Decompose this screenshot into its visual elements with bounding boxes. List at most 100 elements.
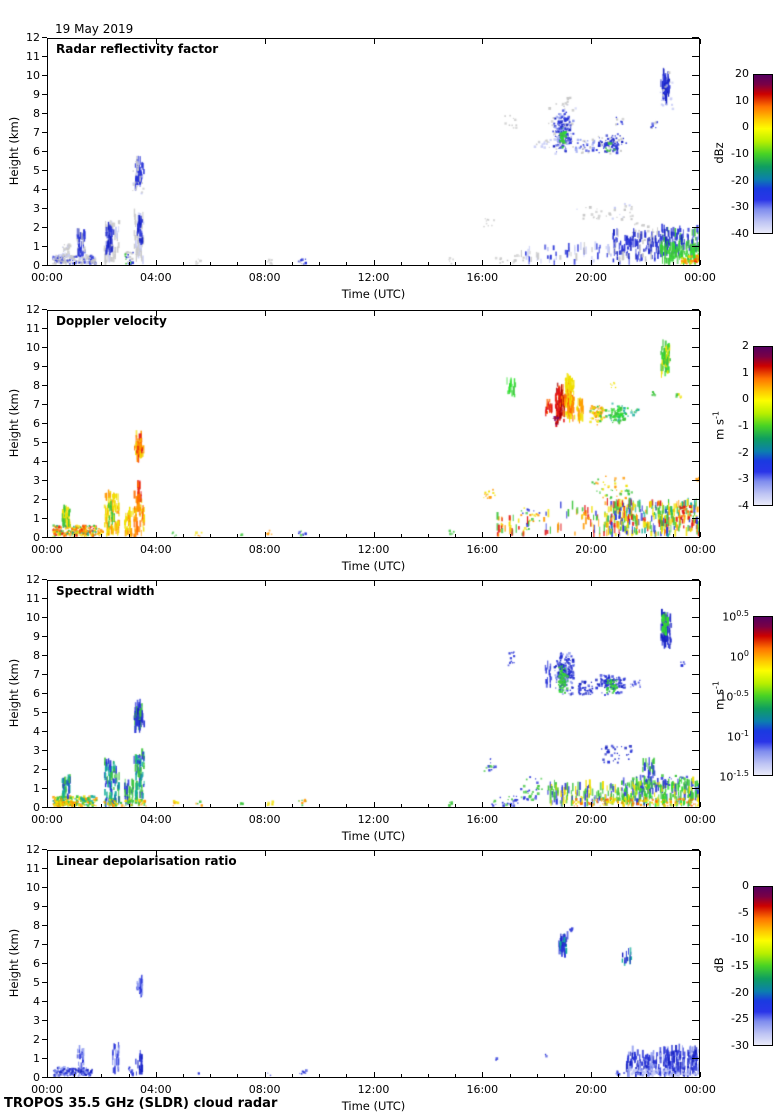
x-tick-bottom	[237, 534, 239, 537]
y-tick-right	[692, 982, 699, 983]
x-tick-bottom	[237, 1074, 239, 1077]
y-tick-label: 11	[26, 592, 40, 605]
y-tick-right	[692, 1001, 699, 1002]
x-tick-bottom	[400, 262, 402, 265]
x-tick-label: 20:00	[575, 543, 607, 556]
x-tick-label: 00:00	[31, 543, 63, 556]
y-tick-label: 4	[33, 995, 40, 1008]
y-tick-left	[42, 94, 47, 95]
x-tick-top	[47, 581, 48, 586]
y-tick-left	[42, 404, 47, 405]
y-tick-label: 3	[33, 744, 40, 757]
x-tick-bottom	[700, 802, 701, 807]
y-tick-left	[42, 461, 47, 462]
x-tick-bottom	[645, 1074, 647, 1077]
x-tick-top	[482, 851, 484, 856]
x-tick-bottom	[672, 534, 674, 537]
colorbar-spectral-width	[753, 616, 773, 776]
y-tick-label: 6	[33, 145, 40, 158]
y-tick-label: 6	[33, 957, 40, 970]
y-tick-left	[42, 208, 47, 209]
y-tick-label: 7	[33, 668, 40, 681]
x-tick-bottom	[237, 262, 239, 265]
y-tick-label: 8	[33, 919, 40, 932]
x-tick-bottom	[700, 1072, 701, 1077]
x-tick-bottom	[591, 802, 593, 807]
y-tick-left	[42, 868, 47, 869]
x-tick-bottom	[427, 804, 429, 807]
y-tick-left	[42, 674, 47, 675]
colorbar-tick-label: 0	[742, 392, 749, 406]
x-tick-bottom	[74, 804, 76, 807]
y-tick-left	[42, 617, 47, 618]
y-tick-left	[42, 518, 47, 519]
y-tick-label: 0	[33, 1071, 40, 1084]
colorbar-tick-label: 10-0.5	[719, 689, 749, 704]
x-tick-label: 16:00	[466, 813, 499, 826]
y-tick-label: 8	[33, 649, 40, 662]
y-tick-label: 0	[33, 531, 40, 544]
y-tick-label: 4	[33, 183, 40, 196]
colorbar-tick-label: -30	[731, 1039, 749, 1052]
colorbar-tick-label: 10-1.5	[719, 769, 749, 784]
x-tick-bottom	[563, 1074, 565, 1077]
y-tick-right	[692, 655, 699, 656]
y-tick-label: 11	[26, 322, 40, 335]
y-tick-label: 7	[33, 126, 40, 139]
y-tick-right	[692, 113, 699, 114]
y-tick-label: 10	[26, 611, 40, 624]
x-tick-bottom	[672, 262, 674, 265]
y-axis-label: Height (km)	[7, 928, 21, 998]
y-tick-left	[42, 37, 47, 38]
y-tick-label: 0	[33, 259, 40, 272]
y-tick-right	[692, 849, 699, 850]
y-tick-left	[42, 1039, 47, 1040]
x-tick-bottom	[128, 1074, 130, 1077]
x-tick-bottom	[509, 1074, 511, 1077]
x-tick-bottom	[482, 260, 484, 265]
y-tick-right	[692, 518, 699, 519]
y-tick-left	[42, 1001, 47, 1002]
y-tick-right	[692, 499, 699, 500]
y-tick-label: 4	[33, 725, 40, 738]
y-tick-left	[42, 56, 47, 57]
colorbar-tick-label: -40	[731, 227, 749, 240]
y-tick-left	[42, 1058, 47, 1059]
x-tick-label: 00:00	[684, 1083, 716, 1096]
y-tick-left	[42, 887, 47, 888]
x-tick-bottom	[536, 804, 538, 807]
x-tick-bottom	[101, 804, 103, 807]
y-tick-left	[42, 309, 47, 310]
x-tick-label: 04:00	[139, 813, 172, 826]
y-tick-label: 4	[33, 455, 40, 468]
y-tick-label: 1	[33, 782, 40, 795]
y-tick-right	[692, 537, 699, 538]
x-tick-label: 12:00	[357, 1083, 390, 1096]
y-axis-label: Height (km)	[7, 388, 21, 458]
x-tick-top	[155, 581, 157, 586]
x-axis-label: Time (UTC)	[341, 559, 406, 573]
y-tick-label: 1	[33, 240, 40, 253]
x-tick-bottom	[74, 262, 76, 265]
y-tick-left	[42, 347, 47, 348]
y-tick-right	[692, 636, 699, 637]
x-tick-bottom	[264, 1072, 266, 1077]
y-tick-right	[692, 480, 699, 481]
y-tick-label: 8	[33, 379, 40, 392]
y-tick-label: 9	[33, 360, 40, 373]
x-tick-top	[155, 851, 157, 856]
colorbar-tick-label: -25	[731, 1012, 749, 1026]
y-tick-label: 12	[26, 573, 40, 586]
x-tick-top	[264, 851, 266, 856]
x-tick-top	[700, 311, 701, 316]
y-tick-right	[692, 579, 699, 580]
y-tick-right	[692, 887, 699, 888]
y-tick-left	[42, 750, 47, 751]
y-tick-label: 7	[33, 398, 40, 411]
y-tick-label: 12	[26, 31, 40, 44]
y-tick-right	[692, 1058, 699, 1059]
y-tick-label: 7	[33, 938, 40, 951]
y-tick-label: 2	[33, 221, 40, 234]
x-tick-top	[155, 311, 157, 316]
y-tick-right	[692, 94, 699, 95]
